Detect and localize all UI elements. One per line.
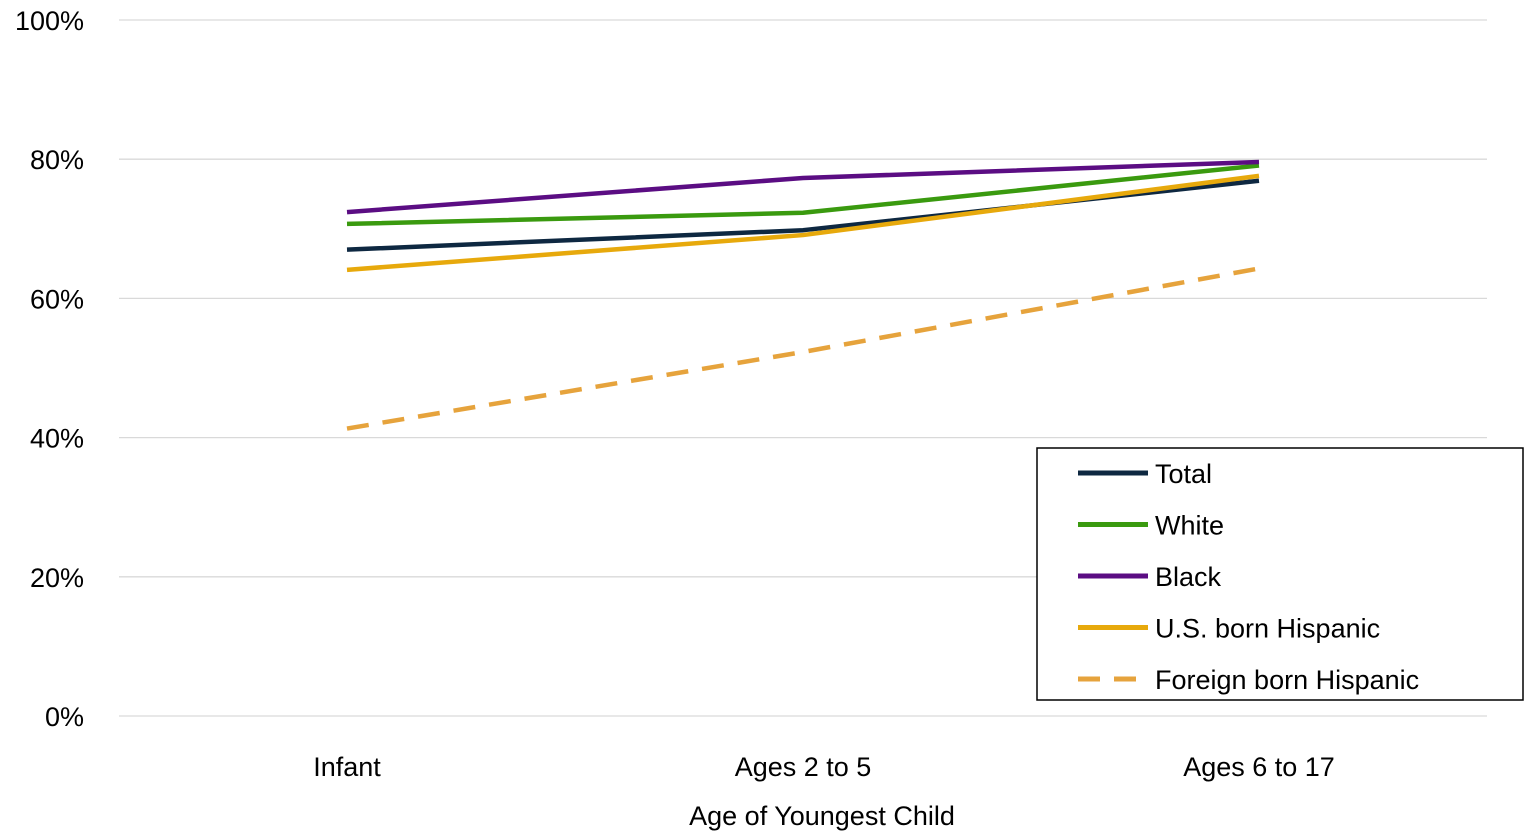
y-tick-label: 60% <box>30 284 84 314</box>
legend-label-black: Black <box>1155 562 1222 592</box>
legend-box <box>1036 447 1524 701</box>
x-tick-label: Ages 2 to 5 <box>735 752 872 782</box>
y-tick-label: 100% <box>15 6 84 36</box>
legend-items: Total White Black U.S. born Hispanic Foreign… <box>1078 459 1419 695</box>
y-tick-label: 40% <box>30 424 84 454</box>
y-tick-label: 80% <box>30 145 84 175</box>
x-tick-label: Infant <box>313 752 381 782</box>
legend-label-total: Total <box>1155 459 1212 489</box>
series-line-u-s-born-hispanic <box>346 173 1260 273</box>
x-axis-tick-labels: Infant Ages 2 to 5 Ages 6 to 17 <box>313 752 1335 782</box>
x-axis-title: Age of Youngest Child <box>689 801 955 831</box>
legend-label-foreign-born-hispanic: Foreign born Hispanic <box>1155 665 1419 695</box>
y-tick-label: 20% <box>30 563 84 593</box>
series-line-black <box>346 159 1260 215</box>
y-axis-tick-labels: 0% 20% 40% 60% 80% 100% <box>15 6 84 732</box>
legend-label-white: White <box>1155 511 1224 541</box>
series-line-foreign-born-hispanic <box>346 266 1260 431</box>
legend-label-u-s-born-hispanic: U.S. born Hispanic <box>1155 614 1380 644</box>
y-tick-label: 0% <box>45 702 84 732</box>
series-line-total <box>346 178 1260 252</box>
legend: Total White Black U.S. born Hispanic Foreign… <box>1036 447 1524 701</box>
series-line-white <box>346 163 1260 227</box>
series-lines <box>346 159 1260 431</box>
gridlines <box>119 19 1487 717</box>
x-tick-label: Ages 6 to 17 <box>1183 752 1335 782</box>
